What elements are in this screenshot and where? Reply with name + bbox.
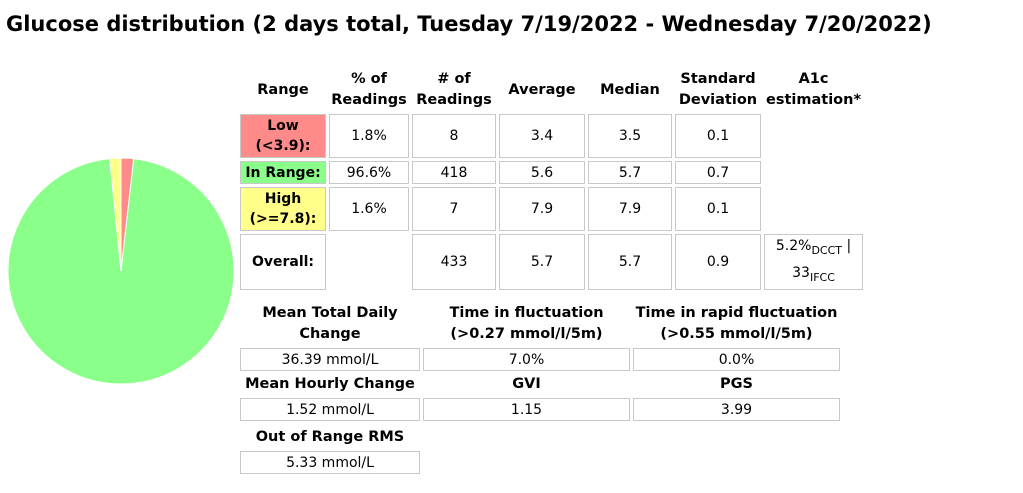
header-row: Range % of Readings # of Readings Average … <box>240 69 863 111</box>
high-sd: 0.1 <box>675 187 761 231</box>
time-in-fluctuation-value: 7.0% <box>423 348 630 371</box>
in-range-median: 5.7 <box>588 161 672 184</box>
low-sd: 0.1 <box>675 114 761 158</box>
overall-sd: 0.9 <box>675 234 761 290</box>
table-row: Low (<3.9): 1.8% 8 3.4 3.5 0.1 <box>240 114 863 158</box>
average-header: Average <box>508 81 576 98</box>
table-row: High (>=7.8): 1.6% 7 7.9 7.9 0.1 <box>240 187 863 231</box>
glucose-stats-table: Range % of Readings # of Readings Average … <box>237 66 866 293</box>
time-in-rapid-fluctuation-label: Time in rapid fluctuation (>0.55 mmol/l/5… <box>635 305 838 342</box>
pie-slice-in-range <box>7 158 235 385</box>
high-label: High (>=7.8): <box>240 187 326 231</box>
a1c-header: A1c estimation* <box>766 71 862 108</box>
time-in-rapid-fluctuation-value: 0.0% <box>633 348 840 371</box>
low-pct: 1.8% <box>329 114 409 158</box>
overall-count: 433 <box>412 234 496 290</box>
high-median: 7.9 <box>588 187 672 231</box>
in-range-count: 418 <box>412 161 496 184</box>
overall-median: 5.7 <box>588 234 672 290</box>
variability-metrics-table: Mean Total Daily Change Time in fluctuati… <box>237 298 843 477</box>
a1c-estimation-value: 5.2%DCCT | 33IFCC <box>764 234 864 290</box>
count-header: # of Readings <box>416 71 492 108</box>
gvi-label: GVI <box>512 376 541 392</box>
page-title: Glucose distribution (2 days total, Tues… <box>6 12 932 36</box>
low-label: Low (<3.9): <box>240 114 326 158</box>
mean-hourly-change-value: 1.52 mmol/L <box>240 398 420 421</box>
mean-hourly-change-label: Mean Hourly Change <box>245 376 415 392</box>
pie-slice-high <box>109 157 122 272</box>
in-range-label: In Range: <box>240 161 326 184</box>
out-of-range-rms-value: 5.33 mmol/L <box>240 451 420 474</box>
pgs-value: 3.99 <box>633 398 840 421</box>
high-pct: 1.6% <box>329 187 409 231</box>
mean-total-daily-change-value: 36.39 mmol/L <box>240 348 420 371</box>
low-average: 3.4 <box>499 114 585 158</box>
pgs-label: PGS <box>720 376 753 392</box>
low-count: 8 <box>412 114 496 158</box>
out-of-range-rms-label: Out of Range RMS <box>255 429 405 445</box>
in-range-average: 5.6 <box>499 161 585 184</box>
mean-total-daily-change-label: Mean Total Daily Change <box>262 305 398 342</box>
overall-average: 5.7 <box>499 234 585 290</box>
high-count: 7 <box>412 187 496 231</box>
table-row: Overall: 433 5.7 5.7 0.9 5.2%DCCT | 33IFC… <box>240 234 864 290</box>
gvi-value: 1.15 <box>423 398 630 421</box>
median-header: Median <box>600 81 660 98</box>
pct-header: % of Readings <box>331 71 407 108</box>
time-in-fluctuation-label: Time in fluctuation (>0.27 mmol/l/5m) <box>449 305 604 342</box>
high-average: 7.9 <box>499 187 585 231</box>
in-range-sd: 0.7 <box>675 161 761 184</box>
sd-header: Standard Deviation <box>678 71 758 108</box>
in-range-pct: 96.6% <box>329 161 409 184</box>
range-header: Range <box>257 81 309 98</box>
overall-label: Overall: <box>240 234 326 290</box>
overall-pct <box>329 234 409 290</box>
table-row: In Range: 96.6% 418 5.6 5.7 0.7 <box>240 161 863 184</box>
low-median: 3.5 <box>588 114 672 158</box>
glucose-pie-chart <box>7 157 235 385</box>
